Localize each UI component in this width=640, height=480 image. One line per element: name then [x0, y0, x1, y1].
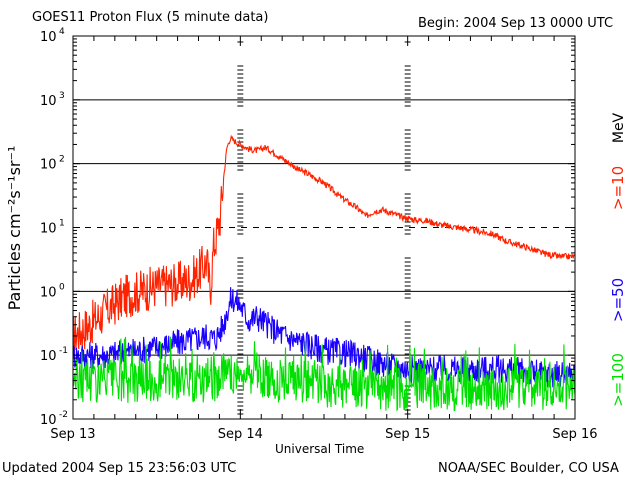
- source-credit: NOAA/SEC Boulder, CO USA: [438, 461, 619, 476]
- series-line-ge100: [72, 336, 576, 412]
- legend-label-ge50: >=50: [609, 278, 627, 322]
- series-line-ge50: [72, 287, 576, 389]
- x-tick-label: Sep 14: [218, 427, 263, 442]
- y-tick-exponent: 1: [59, 219, 65, 229]
- x-tick-label: Sep 13: [50, 427, 95, 442]
- y-tick-exponent: -1: [59, 346, 68, 356]
- x-axis-label: Universal Time: [275, 442, 365, 456]
- y-tick-label: 10: [40, 285, 57, 300]
- y-tick-label: 10: [40, 349, 57, 364]
- y-tick-label: 10: [40, 413, 57, 428]
- x-tick-label: Sep 15: [385, 427, 430, 442]
- updated-timestamp: Updated 2004 Sep 15 23:56:03 UTC: [2, 461, 237, 476]
- y-tick-exponent: 2: [59, 155, 65, 165]
- y-tick-label: 10: [40, 222, 57, 237]
- y-tick-exponent: 4: [59, 27, 65, 37]
- legend-label-ge10: >=10: [609, 166, 627, 210]
- y-tick-label: 10: [40, 30, 57, 45]
- x-tick-label: Sep 16: [552, 427, 597, 442]
- y-tick-exponent: 3: [59, 91, 65, 101]
- y-tick-label: 10: [40, 94, 57, 109]
- series-line-ge10: [72, 134, 576, 355]
- units-label: MeV: [611, 112, 627, 143]
- legend-label-ge100: >=100: [609, 353, 627, 407]
- y-tick-label: 10: [40, 158, 57, 173]
- begin-time-label: Begin: 2004 Sep 13 0000 UTC: [418, 16, 614, 31]
- y-tick-exponent: -2: [59, 410, 68, 420]
- chart-title: GOES11 Proton Flux (5 minute data): [32, 10, 269, 25]
- y-axis-label: Particles cm⁻²s⁻¹sr⁻¹: [5, 146, 24, 311]
- y-tick-exponent: 0: [59, 282, 65, 292]
